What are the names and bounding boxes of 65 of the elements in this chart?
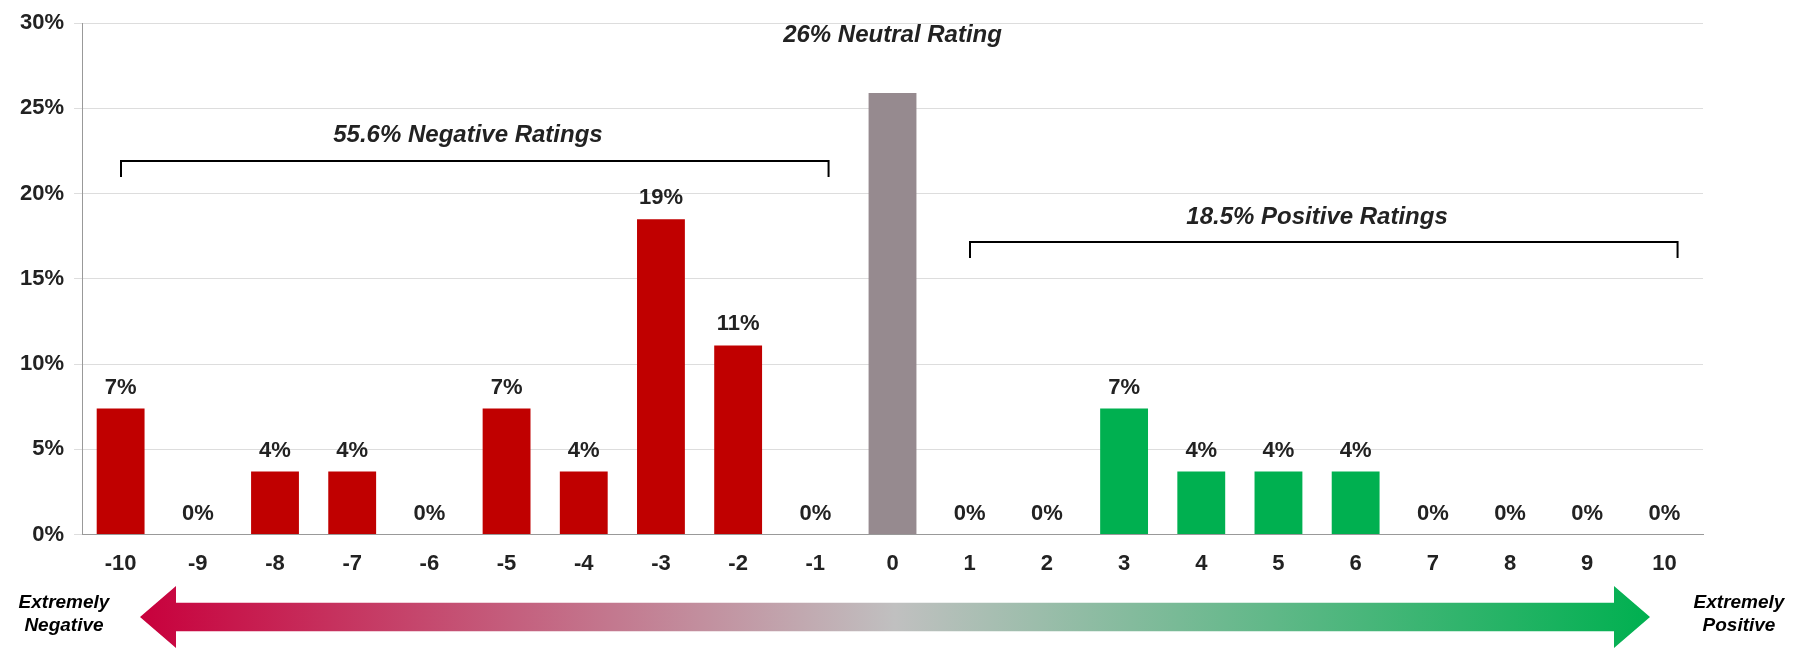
- x-tick-label: 0: [886, 549, 899, 575]
- data-label: 4%: [567, 436, 600, 462]
- annotation: 18.5% Positive Ratings: [1186, 202, 1448, 230]
- x-tick-label: 7: [1426, 549, 1439, 575]
- bar: [637, 219, 685, 535]
- x-tick-label: -7: [342, 549, 362, 575]
- x-tick-label: 4: [1195, 549, 1209, 575]
- data-label: 0%: [1571, 499, 1604, 525]
- x-tick-label: 8: [1503, 549, 1517, 575]
- y-tick-label: 10%: [19, 350, 65, 376]
- data-label: 4%: [1262, 436, 1295, 462]
- annotation: 26% Neutral Rating: [782, 19, 1003, 47]
- x-tick-label: 5: [1272, 549, 1285, 575]
- x-tick-label: 9: [1581, 549, 1594, 575]
- data-label: 0%: [181, 499, 214, 525]
- bar: [1177, 471, 1226, 535]
- x-tick-label: -1: [805, 549, 826, 575]
- data-label: 4%: [336, 436, 369, 462]
- x-tick-label: -9: [188, 549, 208, 575]
- data-label: 0%: [1031, 499, 1063, 525]
- data-label: 0%: [1648, 499, 1681, 525]
- text: Extremely Negative: [17, 590, 111, 636]
- data-label: 0%: [953, 499, 986, 525]
- bar: [714, 345, 763, 535]
- x-tick-label: -5: [496, 549, 517, 575]
- data-label: 4%: [259, 436, 291, 462]
- data-label: 4%: [1339, 436, 1372, 462]
- y-tick-label: 20%: [19, 179, 65, 205]
- bar: [868, 93, 917, 535]
- x-tick-label: -6: [419, 549, 440, 575]
- data-label: 0%: [799, 499, 832, 525]
- y-tick-label: 30%: [19, 9, 65, 35]
- x-tick-label: -4: [573, 549, 595, 575]
- bar: [96, 408, 145, 535]
- x-tick-label: -8: [265, 549, 285, 575]
- y-tick-label: 0%: [32, 520, 65, 546]
- y-tick-label: 25%: [19, 94, 65, 120]
- bar: [328, 471, 377, 535]
- bar: [1331, 471, 1380, 535]
- x-tick-label: 1: [963, 549, 976, 575]
- x-tick-label: -10: [104, 549, 137, 575]
- data-label: 0%: [1416, 499, 1449, 525]
- x-tick-label: 6: [1349, 549, 1362, 575]
- bar: [559, 471, 608, 535]
- data-label: 7%: [490, 373, 523, 399]
- x-tick-label: -2: [728, 549, 748, 575]
- bar: [482, 408, 531, 535]
- data-label: 11%: [716, 310, 760, 336]
- x-tick-label: -3: [651, 549, 671, 575]
- x-tick-label: 10: [1652, 549, 1677, 575]
- y-tick-label: 15%: [19, 264, 65, 290]
- annotation: 55.6% Negative Ratings: [333, 120, 603, 148]
- data-label: 19%: [638, 184, 683, 210]
- y-tick-label: 5%: [32, 435, 65, 461]
- bar: [1254, 471, 1303, 535]
- data-label: 0%: [1494, 499, 1526, 525]
- data-label: 0%: [413, 499, 446, 525]
- x-tick-label: 2: [1040, 549, 1054, 575]
- bar: [251, 471, 299, 535]
- x-tick-label: 3: [1117, 549, 1131, 575]
- data-label: 7%: [1108, 373, 1140, 399]
- data-label: 7%: [104, 373, 137, 399]
- data-label: 4%: [1185, 436, 1218, 462]
- bar: [1100, 408, 1149, 535]
- text: Extremely Positive: [1692, 590, 1786, 636]
